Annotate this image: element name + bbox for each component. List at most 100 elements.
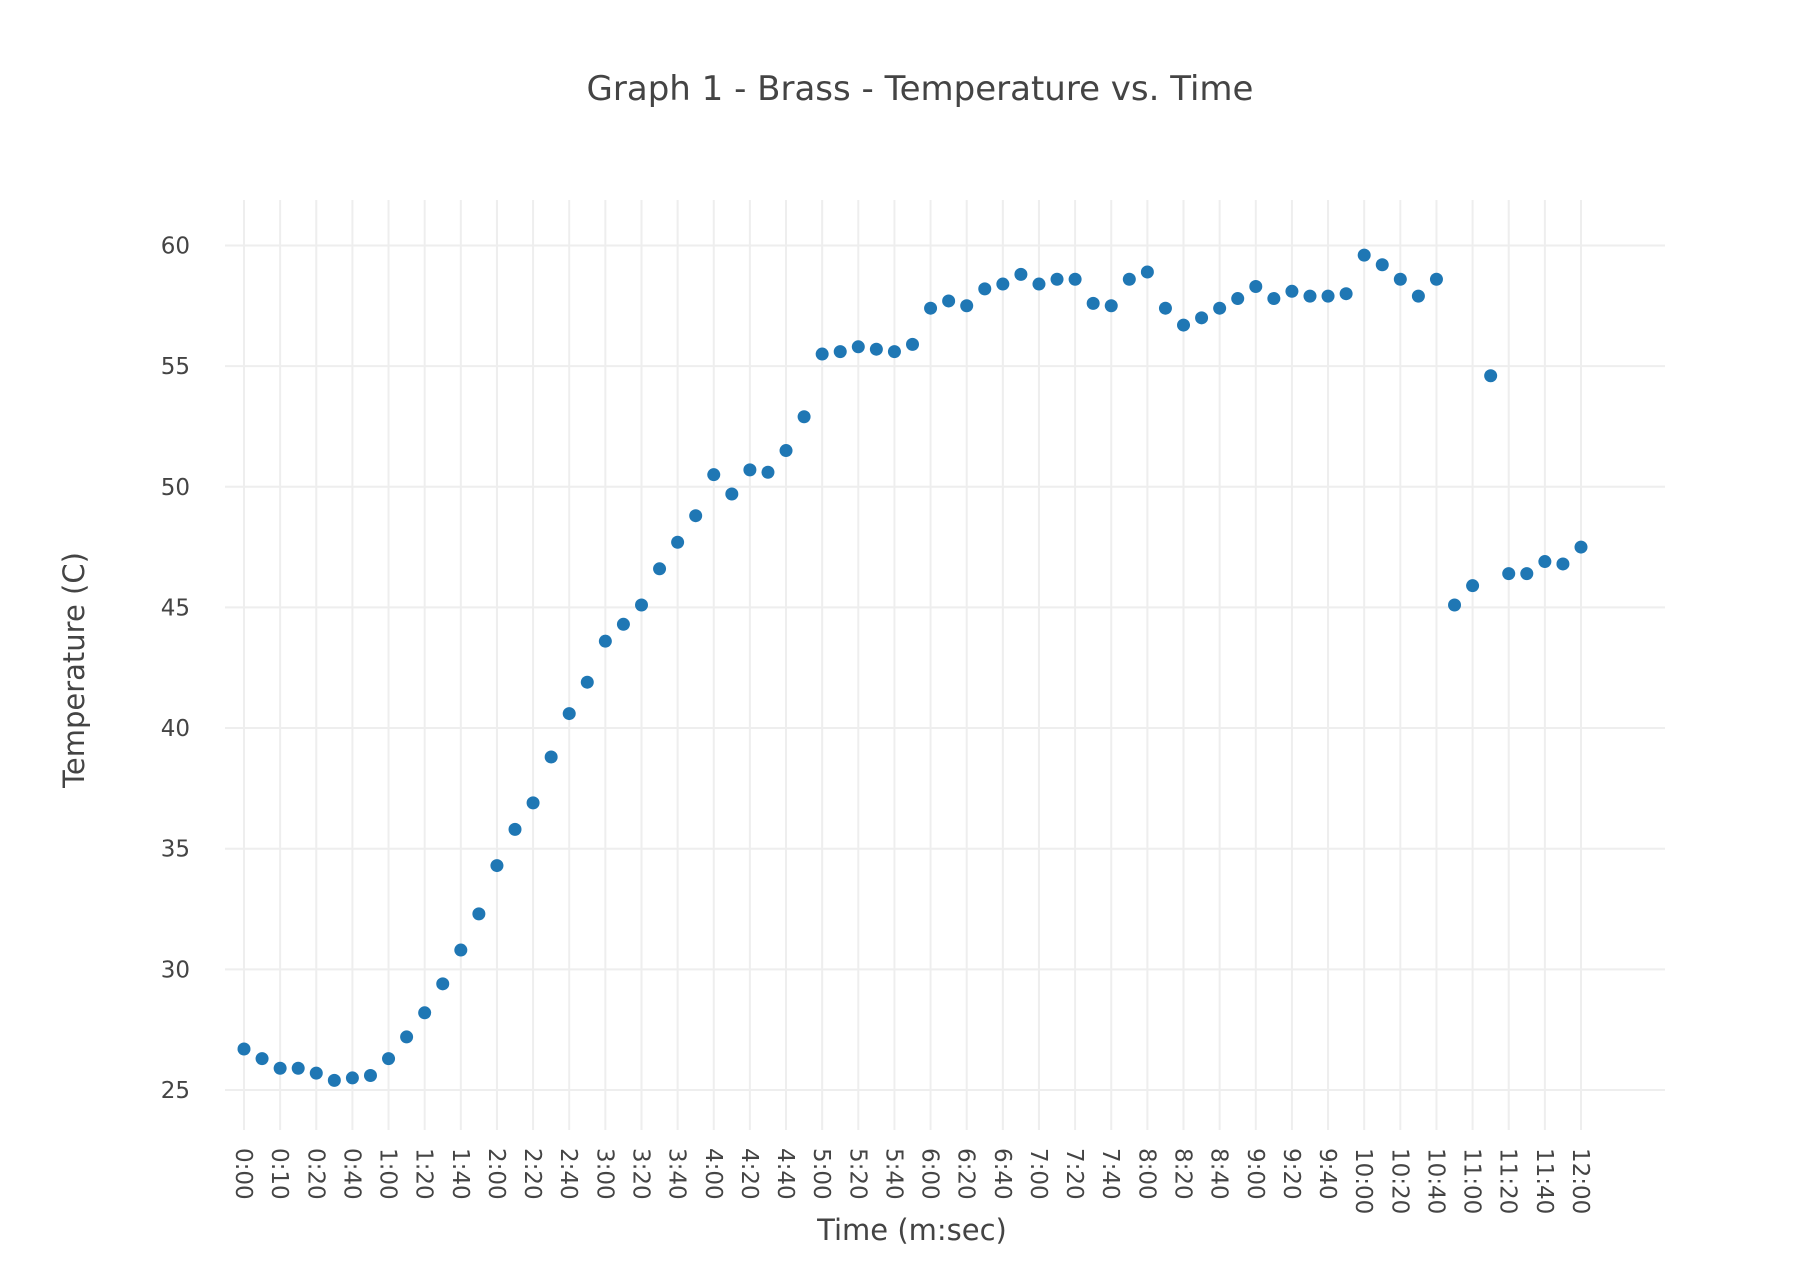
data-point[interactable] (906, 337, 919, 351)
data-point[interactable] (671, 535, 685, 549)
data-point[interactable] (400, 1030, 414, 1044)
y-tick-label: 50 (161, 475, 190, 501)
x-tick-label: 4:40 (772, 1148, 798, 1200)
data-point[interactable] (327, 1073, 341, 1087)
data-point[interactable] (1520, 567, 1534, 581)
data-point[interactable] (1014, 267, 1028, 281)
data-point[interactable] (1502, 567, 1516, 581)
data-point[interactable] (291, 1061, 305, 1075)
x-tick-label: 11:00 (1459, 1148, 1485, 1214)
x-tick-label: 9:00 (1242, 1148, 1268, 1200)
data-point[interactable] (454, 943, 468, 957)
x-tick-label: 5:20 (844, 1148, 870, 1200)
data-point[interactable] (1140, 265, 1154, 279)
data-point[interactable] (1177, 318, 1191, 332)
data-point[interactable] (436, 977, 450, 991)
x-tick-label: 0:40 (338, 1148, 364, 1200)
data-point[interactable] (634, 598, 648, 612)
data-point[interactable] (1574, 540, 1588, 554)
data-point[interactable] (1429, 272, 1443, 286)
data-point[interactable] (797, 410, 811, 424)
x-tick-label: 5:40 (880, 1148, 906, 1200)
x-tick-label: 5:00 (808, 1148, 834, 1200)
data-point[interactable] (1249, 279, 1263, 293)
data-point[interactable] (273, 1061, 287, 1075)
x-tick-label: 12:00 (1567, 1148, 1593, 1214)
data-point[interactable] (1267, 292, 1281, 306)
data-point[interactable] (508, 822, 522, 836)
data-point[interactable] (978, 282, 992, 296)
data-point[interactable] (490, 859, 504, 873)
data-point[interactable] (1321, 289, 1335, 303)
data-point[interactable] (1068, 272, 1082, 286)
x-tick-label: 6:00 (917, 1148, 943, 1200)
data-point[interactable] (598, 634, 612, 648)
x-axis-ticks: 0:00 0:10 0:20 0:40 1:00 1:20 1:40 2:00 2:20 2:40… (230, 1148, 1593, 1214)
data-point[interactable] (1213, 301, 1227, 315)
x-tick-label: 4:20 (736, 1148, 762, 1200)
data-point[interactable] (363, 1069, 377, 1083)
data-point[interactable] (526, 796, 540, 810)
data-point[interactable] (345, 1071, 359, 1085)
data-point[interactable] (1086, 296, 1100, 310)
data-point[interactable] (887, 345, 901, 359)
data-point[interactable] (544, 750, 558, 764)
data-point[interactable] (653, 562, 667, 576)
x-tick-label: 8:00 (1133, 1148, 1159, 1200)
x-tick-label: 2:20 (519, 1148, 545, 1200)
data-point[interactable] (833, 345, 847, 359)
data-point[interactable] (1448, 598, 1462, 612)
data-point[interactable] (707, 468, 721, 482)
data-point[interactable] (1538, 555, 1552, 569)
data-point[interactable] (1285, 284, 1299, 298)
data-point[interactable] (472, 907, 486, 921)
y-axis-title: Temperature (C) (57, 552, 91, 789)
data-point[interactable] (1032, 277, 1046, 291)
data-point[interactable] (616, 617, 630, 631)
data-point[interactable] (725, 487, 739, 501)
data-point[interactable] (309, 1066, 323, 1080)
data-point[interactable] (1357, 248, 1371, 262)
data-point[interactable] (689, 509, 703, 523)
data-point[interactable] (1122, 272, 1136, 286)
data-point[interactable] (382, 1052, 396, 1066)
x-tick-label: 10:20 (1386, 1148, 1412, 1214)
data-point[interactable] (580, 675, 594, 689)
data-point[interactable] (237, 1042, 251, 1056)
data-point[interactable] (1050, 272, 1064, 286)
data-point[interactable] (869, 342, 883, 356)
x-tick-label: 7:00 (1025, 1148, 1051, 1200)
data-point[interactable] (851, 340, 865, 354)
data-point[interactable] (960, 299, 974, 313)
x-tick-label: 3:00 (591, 1148, 617, 1200)
data-point[interactable] (815, 347, 829, 361)
data-point[interactable] (1158, 301, 1172, 315)
data-point[interactable] (1375, 258, 1389, 272)
data-point[interactable] (996, 277, 1010, 291)
data-point[interactable] (779, 444, 793, 458)
data-point[interactable] (562, 707, 576, 721)
x-tick-label: 10:00 (1350, 1148, 1376, 1214)
data-point[interactable] (761, 465, 775, 479)
data-point[interactable] (1339, 287, 1353, 301)
data-point[interactable] (1104, 299, 1118, 313)
x-tick-label: 0:20 (302, 1148, 328, 1200)
data-point[interactable] (942, 294, 956, 308)
data-point[interactable] (255, 1052, 269, 1066)
data-point[interactable] (1303, 289, 1317, 303)
x-tick-label: 0:10 (266, 1148, 292, 1200)
data-point[interactable] (1556, 557, 1570, 571)
data-point[interactable] (1484, 369, 1498, 383)
data-point[interactable] (924, 301, 938, 315)
data-point[interactable] (1411, 289, 1425, 303)
data-point[interactable] (1195, 311, 1209, 325)
data-point[interactable] (1393, 272, 1407, 286)
data-point[interactable] (1231, 292, 1245, 306)
x-tick-label: 2:00 (483, 1148, 509, 1200)
data-point[interactable] (1466, 579, 1480, 593)
data-point[interactable] (743, 463, 757, 477)
x-tick-label: 10:40 (1422, 1148, 1448, 1214)
data-point[interactable] (418, 1006, 432, 1020)
x-tick-label: 7:40 (1097, 1148, 1123, 1200)
